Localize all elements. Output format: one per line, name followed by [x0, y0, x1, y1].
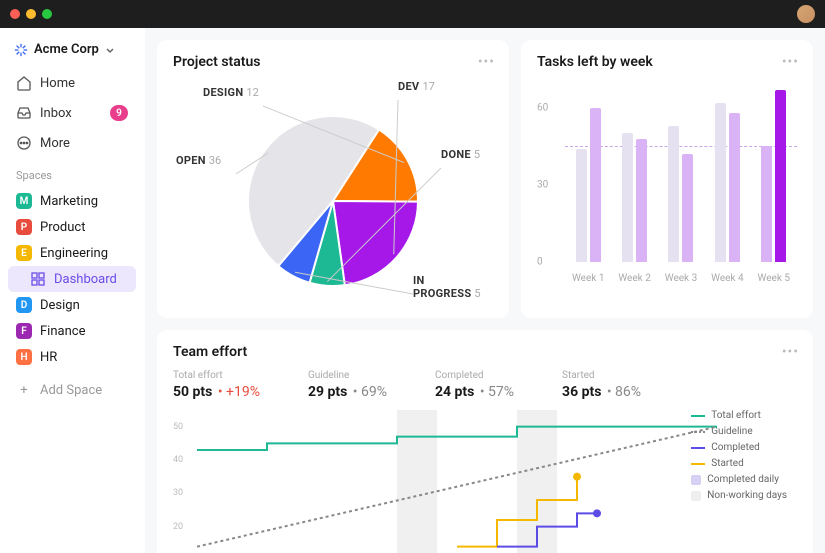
space-label: Marketing: [40, 194, 98, 209]
space-icon: H: [16, 349, 32, 365]
home-icon: [16, 75, 32, 91]
space-label: Product: [40, 220, 85, 235]
nav-home[interactable]: Home: [8, 69, 136, 97]
card-title: Project status: [173, 54, 493, 70]
dashboard-label: Dashboard: [54, 272, 117, 287]
add-space-label: Add Space: [40, 383, 102, 398]
org-name: Acme Corp: [34, 42, 99, 57]
pie-chart: OPEN36 DESIGN12 DEV17 DONE5 IN PROGRESS5: [173, 74, 493, 304]
pie-label: DESIGN12: [203, 86, 259, 99]
space-item-hr[interactable]: H HR: [8, 344, 136, 370]
bar-chart: 03060Week 1Week 2Week 3Week 4Week 5: [537, 74, 797, 284]
pie-label: IN PROGRESS5: [413, 274, 493, 300]
plus-icon: +: [16, 382, 32, 398]
org-switcher[interactable]: Acme Corp: [8, 38, 136, 61]
stat: Started36 pts • 86%: [562, 370, 641, 400]
card-title: Tasks left by week: [537, 54, 797, 70]
space-label: Engineering: [40, 246, 108, 261]
pie-label: OPEN36: [176, 154, 221, 167]
dashboard-icon: [30, 271, 46, 287]
chevron-down-icon: [105, 45, 115, 55]
more-menu-icon[interactable]: •••: [782, 54, 799, 70]
traffic-lights: [10, 9, 52, 19]
space-label: Finance: [40, 324, 85, 339]
titlebar: [0, 0, 825, 28]
space-item-design[interactable]: D Design: [8, 292, 136, 318]
space-sub-dashboard[interactable]: Dashboard: [8, 266, 136, 292]
card-project-status: Project status ••• OPEN36 DESIGN12 DEV17 DO…: [157, 40, 509, 318]
nav-more[interactable]: More: [8, 129, 136, 157]
space-label: HR: [40, 350, 57, 365]
nav-home-label: Home: [40, 76, 75, 91]
card-title: Team effort: [173, 344, 797, 360]
minimize-traffic[interactable]: [26, 9, 36, 19]
space-icon: E: [16, 245, 32, 261]
pie-label: DONE5: [441, 148, 480, 161]
card-tasks-left: Tasks left by week ••• 03060Week 1Week 2…: [521, 40, 813, 318]
pie-label: DEV17: [398, 80, 435, 93]
space-icon: F: [16, 323, 32, 339]
nav-inbox-label: Inbox: [40, 106, 72, 121]
zoom-traffic[interactable]: [42, 9, 52, 19]
space-icon: D: [16, 297, 32, 313]
space-item-finance[interactable]: F Finance: [8, 318, 136, 344]
inbox-badge: 9: [110, 105, 128, 121]
space-label: Design: [40, 298, 80, 313]
space-icon: P: [16, 219, 32, 235]
avatar[interactable]: [797, 5, 815, 23]
add-space[interactable]: + Add Space: [8, 376, 136, 404]
space-icon: M: [16, 193, 32, 209]
space-item-marketing[interactable]: M Marketing: [8, 188, 136, 214]
inbox-icon: [16, 105, 32, 121]
org-logo-icon: [14, 43, 28, 57]
stat: Guideline29 pts • 69%: [308, 370, 387, 400]
stat: Total effort50 pts • +19%: [173, 370, 260, 400]
more-menu-icon[interactable]: •••: [478, 54, 495, 70]
card-team-effort: Team effort ••• Total effort50 pts • +19…: [157, 330, 813, 553]
nav-more-label: More: [40, 136, 70, 151]
close-traffic[interactable]: [10, 9, 20, 19]
space-item-engineering[interactable]: E Engineering: [8, 240, 136, 266]
main-content: Project status ••• OPEN36 DESIGN12 DEV17 DO…: [145, 28, 825, 553]
spaces-label: Spaces: [8, 159, 136, 186]
sidebar: Acme Corp Home Inbox 9 More Spaces M Mark…: [0, 28, 145, 553]
line-chart: Total effortGuidelineCompletedStartedCom…: [173, 410, 797, 553]
stat: Completed24 pts • 57%: [435, 370, 514, 400]
space-item-product[interactable]: P Product: [8, 214, 136, 240]
more-icon: [16, 135, 32, 151]
nav-inbox[interactable]: Inbox 9: [8, 99, 136, 127]
effort-stats: Total effort50 pts • +19% Guideline29 pts…: [173, 364, 797, 410]
more-menu-icon[interactable]: •••: [782, 344, 799, 360]
